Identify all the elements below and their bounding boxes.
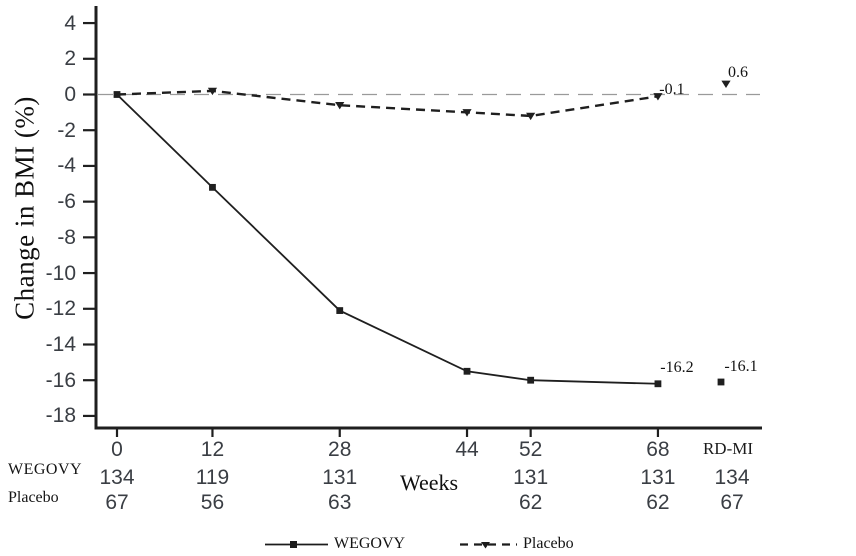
wegovy-marker [654, 380, 662, 388]
legend-label-wegovy: WEGOVY [334, 535, 406, 552]
placebo-marker [462, 109, 472, 117]
placebo-marker [335, 102, 345, 110]
table-row-label-placebo: Placebo [8, 489, 59, 506]
wegovy-series-line [116, 93, 658, 385]
placebo-series-line [116, 89, 659, 118]
y-axis-title: Change in BMI (%) [9, 96, 40, 320]
wegovy-line-sample-icon [265, 540, 328, 548]
wegovy-marker [527, 376, 535, 384]
placebo-rdmi-marker [721, 80, 731, 88]
wegovy-marker [463, 367, 471, 375]
legend-item-placebo: Placebo [459, 535, 574, 553]
wegovy-marker [336, 307, 344, 314]
placebo-marker [207, 87, 218, 96]
placebo-marker [526, 112, 536, 121]
placebo-marker [653, 93, 663, 101]
legend-label-placebo: Placebo [523, 535, 574, 552]
x-axis-title: Weeks [399, 470, 459, 495]
wegovy-marker [209, 183, 216, 191]
placebo-line-sample-icon [460, 541, 517, 548]
table-row-label-wegovy: WEGOVY [8, 461, 83, 478]
wegovy-marker [113, 91, 121, 98]
wegovy-rdmi-marker [717, 378, 725, 386]
legend-item-wegovy: WEGOVY [264, 535, 405, 553]
